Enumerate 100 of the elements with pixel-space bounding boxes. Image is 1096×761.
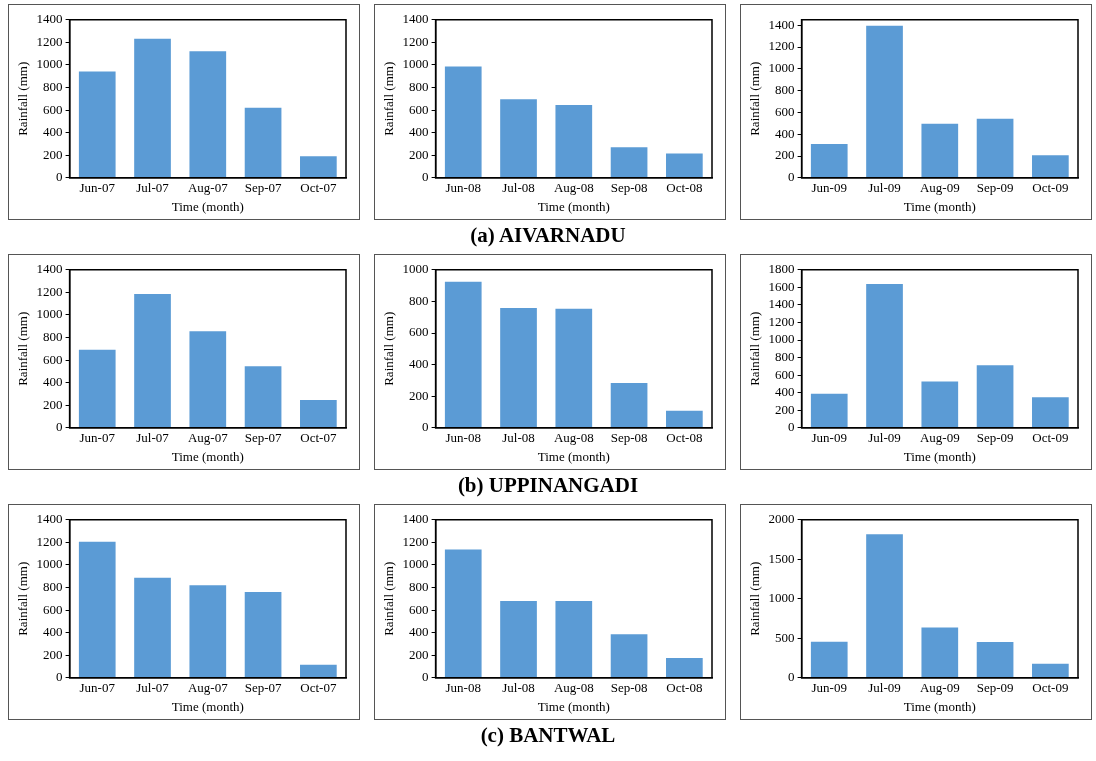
y-tick-label: 200 [409, 146, 429, 162]
y-tick-label: 1500 [768, 550, 795, 566]
y-tick-label: 200 [43, 396, 63, 412]
x-tick-label: Oct-07 [300, 680, 337, 696]
y-tick-label: 1400 [768, 16, 795, 32]
y-tick-label: 1000 [402, 556, 429, 572]
x-axis-title: Time (month) [537, 198, 610, 214]
y-tick-label: 200 [409, 387, 429, 403]
y-tick-label: 1400 [36, 261, 63, 277]
x-axis-title: Time (month) [537, 448, 610, 464]
y-tick-label: 600 [775, 366, 795, 382]
y-tick-label: 600 [409, 324, 429, 340]
y-tick-label: 1200 [402, 33, 429, 49]
y-tick-label: 1000 [36, 56, 63, 72]
y-tick-label: 0 [422, 669, 429, 685]
y-tick-label: 0 [422, 419, 429, 435]
x-axis-title: Time (month) [537, 698, 610, 714]
y-tick-label: 1800 [768, 261, 795, 277]
x-axis-title: Time (month) [171, 698, 244, 714]
y-tick-label: 600 [409, 101, 429, 117]
y-tick-label: 1600 [768, 278, 795, 294]
x-tick-label: Jun-08 [445, 680, 481, 696]
x-tick-label: Jun-09 [811, 430, 847, 446]
y-tick-label: 1200 [36, 533, 63, 549]
y-tick-label: 1000 [768, 590, 795, 606]
x-tick-label: Jun-07 [79, 680, 116, 696]
y-tick-label: 600 [409, 601, 429, 617]
x-tick-label: Sep-08 [610, 180, 648, 196]
x-axis-title: Time (month) [903, 198, 976, 214]
y-tick-label: 0 [56, 669, 63, 685]
y-tick-label: 600 [775, 103, 795, 119]
y-tick-label: 800 [43, 78, 63, 94]
y-tick-label: 400 [409, 356, 429, 372]
x-tick-label: Sep-07 [244, 680, 282, 696]
y-tick-label: 1000 [768, 60, 795, 76]
y-tick-label: 2000 [768, 511, 795, 527]
y-axis-title: Rainfall (mm) [15, 61, 31, 136]
x-tick-label: Jul-07 [136, 680, 170, 696]
x-tick-label: Jun-07 [79, 430, 116, 446]
y-tick-label: 500 [775, 629, 795, 645]
y-tick-label: 800 [409, 292, 429, 308]
y-tick-label: 1200 [768, 313, 795, 329]
y-tick-label: 400 [775, 125, 795, 141]
y-tick-label: 1200 [768, 38, 795, 54]
x-tick-label: Sep-09 [976, 180, 1014, 196]
text: (b) UPPINANGADI [456, 472, 640, 499]
y-tick-label: 800 [775, 82, 795, 98]
x-tick-label: Oct-08 [666, 430, 703, 446]
x-tick-label: Jun-07 [79, 180, 116, 196]
y-tick-label: 800 [43, 578, 63, 594]
y-tick-label: 800 [409, 578, 429, 594]
y-tick-label: 1400 [402, 11, 429, 27]
x-tick-label: Sep-07 [244, 430, 282, 446]
text: (c) BANTWAL [479, 722, 617, 749]
x-tick-label: Sep-09 [976, 680, 1014, 696]
y-tick-label: 0 [56, 419, 63, 435]
y-tick-label: 400 [43, 374, 63, 390]
y-tick-label: 1200 [36, 33, 63, 49]
y-tick-label: 200 [43, 146, 63, 162]
x-tick-label: Oct-08 [666, 680, 703, 696]
x-tick-label: Jun-08 [445, 430, 481, 446]
y-tick-label: 200 [775, 401, 795, 417]
y-tick-label: 0 [788, 669, 795, 685]
y-tick-label: 0 [788, 419, 795, 435]
x-tick-label: Jul-08 [502, 680, 535, 696]
y-tick-label: 0 [422, 169, 429, 185]
x-tick-label: Oct-07 [300, 430, 337, 446]
y-tick-label: 800 [409, 78, 429, 94]
y-tick-label: 400 [43, 624, 63, 640]
x-tick-label: Oct-09 [1032, 430, 1069, 446]
x-tick-label: Jun-08 [445, 180, 481, 196]
y-tick-label: 1400 [36, 11, 63, 27]
x-tick-label: Sep-09 [976, 430, 1014, 446]
y-tick-label: 1000 [36, 306, 63, 322]
x-axis-title: Time (month) [171, 448, 244, 464]
x-tick-label: Sep-07 [244, 180, 282, 196]
x-tick-label: Aug-07 [187, 180, 229, 196]
y-tick-label: 0 [788, 169, 795, 185]
x-axis-title: Time (month) [903, 698, 976, 714]
x-tick-label: Jun-09 [811, 680, 847, 696]
x-tick-label: Aug-07 [187, 430, 229, 446]
y-tick-label: 1000 [768, 331, 795, 347]
x-tick-label: Jul-09 [868, 430, 901, 446]
y-axis-title: Rainfall (mm) [15, 311, 31, 386]
x-axis-title: Time (month) [171, 198, 244, 214]
x-tick-label: Aug-07 [187, 680, 229, 696]
x-tick-label: Jul-07 [136, 430, 170, 446]
y-tick-label: 200 [409, 646, 429, 662]
y-tick-label: 1400 [768, 296, 795, 312]
x-tick-label: Aug-09 [919, 180, 960, 196]
x-tick-label: Jul-08 [502, 430, 535, 446]
y-tick-label: 1000 [36, 556, 63, 572]
text: (a) AIVARNADU [469, 222, 627, 249]
y-tick-label: 600 [43, 101, 63, 117]
y-axis-title: Rainfall (mm) [381, 61, 397, 136]
y-axis-title: Rainfall (mm) [747, 311, 763, 386]
y-tick-label: 1000 [402, 56, 429, 72]
y-tick-label: 1200 [36, 283, 63, 299]
y-tick-label: 1000 [402, 261, 429, 277]
x-tick-label: Aug-08 [553, 680, 594, 696]
